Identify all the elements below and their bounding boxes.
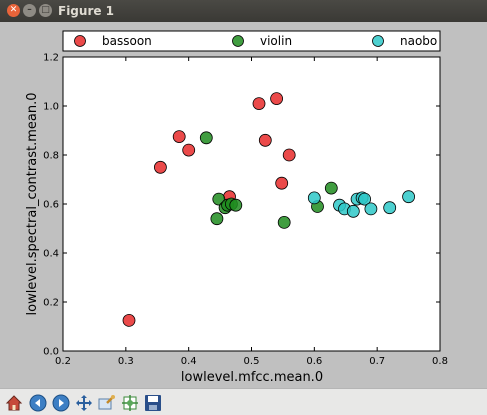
x-tick-label: 0.3 xyxy=(118,356,134,367)
point-violin-9 xyxy=(324,181,338,195)
x-tick-label: 0.8 xyxy=(432,356,448,367)
y-tick-label: 1.2 xyxy=(43,53,59,64)
point-bassoon-7 xyxy=(270,92,284,105)
point-bassoon-9 xyxy=(282,148,296,162)
legend-marker-naobo xyxy=(372,35,384,47)
point-naobo-7 xyxy=(364,202,378,216)
window-title: Figure 1 xyxy=(58,4,115,18)
x-axis-label: lowlevel.mfcc.mean.0 xyxy=(181,370,323,385)
point-bassoon-0 xyxy=(122,313,136,327)
point-violin-7 xyxy=(277,215,291,229)
x-tick-label: 0.4 xyxy=(181,356,197,367)
legend-label-bassoon: bassoon xyxy=(102,34,152,48)
point-naobo-3 xyxy=(346,204,360,218)
forward-icon[interactable] xyxy=(50,392,71,413)
y-tick-label: 1.0 xyxy=(43,102,59,113)
point-naobo-6 xyxy=(358,192,372,206)
point-violin-1 xyxy=(210,212,224,226)
legend-marker-bassoon xyxy=(74,35,86,47)
point-violin-0 xyxy=(199,131,213,145)
point-violin-6 xyxy=(229,198,243,212)
axes: 0.2 0.3 0.4 0.5 0.6 0.7 0.80.00.20.40.60.81.01… xyxy=(43,53,448,368)
subplots-icon[interactable] xyxy=(119,392,140,413)
close-icon[interactable]: ✕ xyxy=(7,4,20,17)
x-tick-label: 0.6 xyxy=(306,356,322,367)
title-bar: ✕ – □ Figure 1 xyxy=(0,0,487,22)
back-icon[interactable] xyxy=(27,392,48,413)
figure-canvas: 0.2 0.3 0.4 0.5 0.6 0.7 0.8 0.0 0.2 0.4 0.6 0.8 1.0 1… xyxy=(0,22,487,388)
legend-label-naobo: naobo xyxy=(400,34,437,48)
point-bassoon-8 xyxy=(275,176,289,190)
y-tick-label: 0.8 xyxy=(43,151,59,162)
save-icon[interactable] xyxy=(142,392,163,413)
data-points xyxy=(122,92,416,327)
home-icon[interactable] xyxy=(3,392,24,413)
x-tick-label: 0.5 xyxy=(244,356,260,367)
maximize-icon[interactable]: □ xyxy=(39,4,52,17)
x-tick-label: 0.7 xyxy=(369,356,385,367)
point-bassoon-6 xyxy=(258,133,272,147)
point-bassoon-3 xyxy=(182,143,196,157)
legend: bassoon violin naobo xyxy=(62,30,441,52)
point-bassoon-2 xyxy=(172,130,186,143)
y-tick-label: 0.2 xyxy=(43,298,59,309)
pan-icon[interactable] xyxy=(73,392,94,413)
plot-area xyxy=(62,56,441,352)
point-bassoon-5 xyxy=(252,97,266,110)
y-tick-label: 0.0 xyxy=(43,347,59,358)
zoom-icon[interactable] xyxy=(96,392,117,413)
legend-marker-violin xyxy=(232,35,244,47)
y-tick-label: 0.4 xyxy=(43,249,59,260)
x-tick-label: 0.2 xyxy=(55,356,71,367)
y-axis-label: lowlevel.spectral_contrast.mean.0 xyxy=(25,93,40,316)
legend-box xyxy=(62,30,441,52)
point-violin-2 xyxy=(212,192,226,206)
point-naobo-9 xyxy=(402,190,416,204)
scatter-chart: 0.2 0.3 0.4 0.5 0.6 0.7 0.80.00.20.40.60.81.01… xyxy=(25,30,448,385)
point-naobo-0 xyxy=(307,191,321,205)
minimize-icon[interactable]: – xyxy=(23,4,36,17)
toolbar xyxy=(0,388,487,415)
y-tick-label: 0.6 xyxy=(43,200,59,211)
point-naobo-8 xyxy=(383,201,397,215)
legend-label-violin: violin xyxy=(260,34,292,48)
point-bassoon-1 xyxy=(153,160,167,174)
